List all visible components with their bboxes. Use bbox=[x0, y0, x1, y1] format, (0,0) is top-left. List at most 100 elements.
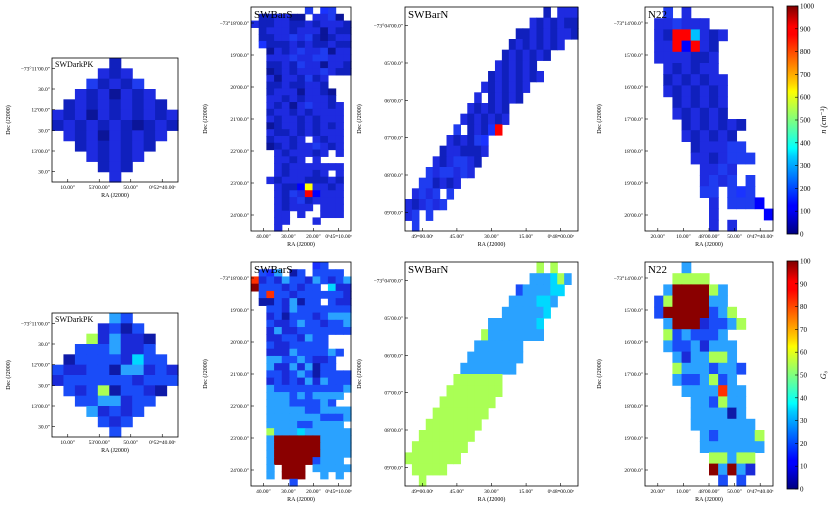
heatmap-cell bbox=[522, 28, 531, 40]
heatmap-cell bbox=[494, 318, 503, 330]
heatmap-cell bbox=[335, 319, 344, 328]
heatmap-cell bbox=[289, 392, 298, 400]
heatmap-cell bbox=[74, 354, 87, 366]
heatmap-cell bbox=[411, 463, 420, 476]
heatmap-cell bbox=[467, 145, 475, 157]
heatmap-cell bbox=[718, 474, 728, 487]
x-tick-label: 40.00″ bbox=[256, 489, 271, 495]
heatmap-cell bbox=[663, 63, 674, 75]
x-tick-label: 50.00″ bbox=[123, 440, 138, 446]
heatmap-cell bbox=[335, 176, 344, 185]
y-tick-label: 09′00.0″ bbox=[384, 465, 403, 471]
heatmap-cell bbox=[699, 141, 710, 154]
colorbar-tick-label: 100 bbox=[800, 258, 811, 266]
panel-title: SWBarN bbox=[408, 264, 448, 276]
heatmap-cell bbox=[536, 295, 544, 308]
heatmap-cell bbox=[320, 27, 329, 35]
heatmap-cell bbox=[690, 306, 701, 319]
heatmap-cell bbox=[709, 430, 719, 442]
heatmap-cell bbox=[327, 142, 337, 151]
heatmap-cell bbox=[266, 327, 275, 335]
heatmap-cell bbox=[281, 406, 291, 415]
heatmap-cell bbox=[474, 351, 482, 364]
heatmap-cell bbox=[312, 61, 321, 69]
colorbar-tick-label: 0 bbox=[800, 231, 804, 239]
heatmap-cell bbox=[258, 290, 267, 299]
heatmap-cell bbox=[304, 169, 314, 178]
heatmap-cell bbox=[289, 457, 298, 465]
x-tick-label: 53′00.00″ bbox=[89, 440, 110, 446]
heatmap-cell bbox=[327, 392, 337, 400]
y-tick-label: −73°14′00.0″ bbox=[614, 275, 643, 282]
heatmap-cell bbox=[281, 95, 291, 103]
heatmap-cell bbox=[327, 7, 337, 15]
heatmap-cell bbox=[297, 163, 306, 171]
heatmap-cell bbox=[718, 407, 728, 420]
heatmap-cell bbox=[446, 135, 455, 147]
heatmap-cell bbox=[304, 305, 314, 314]
heatmap-cell bbox=[312, 327, 321, 335]
y-tick-label: 19′00.0″ bbox=[624, 181, 643, 187]
colorbar-tick-label: 800 bbox=[800, 48, 811, 56]
heatmap-cell bbox=[335, 190, 344, 198]
heatmap-cell bbox=[304, 348, 314, 357]
heatmap-cell bbox=[727, 163, 738, 176]
x-tick-label: 48′00.00″ bbox=[698, 489, 719, 495]
heatmap-cell bbox=[143, 364, 156, 376]
heatmap-cell bbox=[343, 68, 352, 76]
heatmap-cell bbox=[522, 318, 531, 330]
heatmap-cell bbox=[120, 313, 133, 324]
heatmap-cell bbox=[52, 364, 65, 376]
heatmap-cell bbox=[266, 298, 275, 306]
heatmap-cell bbox=[501, 49, 510, 61]
heatmap-cell bbox=[488, 113, 496, 125]
heatmap-cell bbox=[536, 28, 544, 40]
heatmap-cell bbox=[320, 129, 329, 137]
heatmap-cell bbox=[274, 149, 283, 157]
heatmap-cell bbox=[460, 156, 468, 168]
heatmap-cell bbox=[550, 284, 558, 297]
heatmap-cell bbox=[481, 407, 489, 420]
heatmap-cell bbox=[143, 99, 156, 111]
heatmap-cell bbox=[281, 341, 291, 350]
heatmap-cell bbox=[557, 17, 565, 29]
heatmap-cell bbox=[335, 183, 344, 191]
heatmap-cell bbox=[699, 441, 710, 453]
heatmap-cell bbox=[320, 68, 329, 76]
heatmap-cell bbox=[320, 54, 329, 62]
heatmap-cell bbox=[699, 119, 710, 131]
heatmap-cell bbox=[405, 199, 413, 211]
heatmap-cell bbox=[297, 363, 306, 371]
heatmap-cell bbox=[745, 463, 756, 476]
heatmap-cell bbox=[727, 340, 738, 353]
heatmap-cell bbox=[289, 341, 298, 350]
y-tick-label: 16′00.0″ bbox=[624, 85, 643, 91]
heatmap-cell bbox=[654, 40, 664, 53]
heatmap-cell bbox=[266, 61, 275, 69]
heatmap-cell bbox=[266, 413, 275, 422]
y-axis-label: Dec (J2000) bbox=[356, 104, 363, 134]
heatmap-cell bbox=[320, 341, 329, 350]
heatmap-cell bbox=[754, 441, 765, 453]
heatmap-cell bbox=[274, 95, 283, 103]
heatmap-cell bbox=[258, 34, 267, 42]
heatmap-cell bbox=[312, 269, 321, 278]
heatmap-cell bbox=[281, 327, 291, 335]
heatmap-cell bbox=[425, 167, 434, 179]
heatmap-cell bbox=[281, 435, 291, 444]
heatmap-cell bbox=[488, 351, 496, 364]
heatmap-cell bbox=[109, 313, 122, 324]
heatmap-cell bbox=[453, 167, 461, 179]
heatmap-cell bbox=[727, 396, 738, 409]
heatmap-cell bbox=[312, 68, 321, 76]
heatmap-cell bbox=[304, 370, 314, 379]
heatmap-cell bbox=[97, 354, 110, 366]
heatmap-cell bbox=[690, 40, 701, 53]
heatmap-cell bbox=[335, 108, 344, 117]
heatmap-cell bbox=[289, 276, 298, 285]
heatmap-cell bbox=[304, 290, 314, 299]
heatmap-cell bbox=[474, 396, 482, 409]
heatmap-cell bbox=[327, 464, 337, 473]
heatmap-cell bbox=[304, 392, 314, 400]
heatmap-cell bbox=[557, 284, 565, 297]
